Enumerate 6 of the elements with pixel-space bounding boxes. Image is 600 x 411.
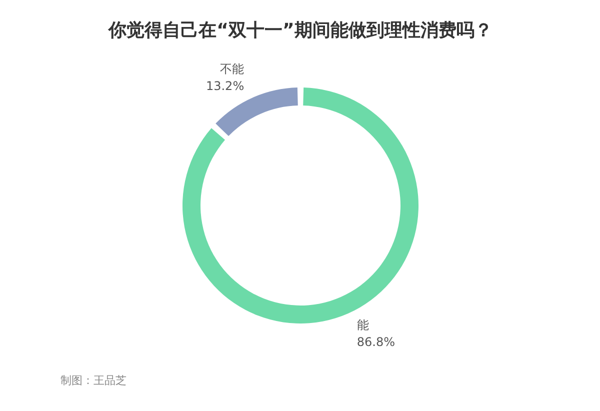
data-label: 13.2% [206, 78, 244, 93]
slice-label: 能 [356, 318, 369, 332]
chart-title: 你觉得自己在“双十一”期间能做到理性消费吗？ [108, 20, 492, 41]
data-label: 86.8% [356, 335, 396, 350]
text: 制图：王品芝 [60, 374, 126, 387]
slice-label: 不能 [220, 62, 244, 76]
